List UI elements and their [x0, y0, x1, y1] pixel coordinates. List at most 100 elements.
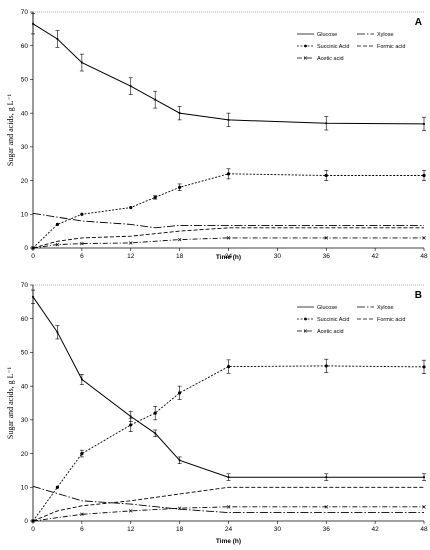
y-tick-label: 0 — [24, 518, 28, 525]
series-line — [32, 485, 424, 514]
x-tick-label: 18 — [176, 526, 184, 533]
x-tick-label: 0 — [31, 526, 35, 533]
series-line — [32, 23, 425, 125]
data-point — [178, 391, 182, 395]
data-point — [153, 411, 157, 415]
legend-label: Formic acid — [377, 317, 405, 323]
legend-marker — [304, 44, 307, 48]
data-point — [31, 519, 35, 523]
y-tick-label: 30 — [21, 417, 29, 424]
data-point — [129, 415, 132, 418]
data-point — [177, 506, 182, 510]
data-point — [423, 476, 425, 479]
data-point — [324, 173, 328, 178]
x-axis-label: Time (h) — [216, 538, 241, 545]
y-tick-label: 50 — [21, 77, 29, 84]
x-tick-label: 48 — [420, 526, 428, 533]
series-line — [32, 296, 424, 478]
data-point — [422, 173, 426, 178]
data-point — [177, 237, 182, 242]
data-point — [80, 212, 84, 216]
chart-panel-a: 0 10 20 30 40 50 60 70 0 6 12 18 24 30 36 42 48 Time (h) S… — [6, 9, 428, 261]
y-axis-label: Sugar and acids, g L⁻¹ — [6, 366, 15, 439]
x-tick-label: 18 — [176, 253, 184, 260]
data-point — [423, 123, 425, 125]
chart-panel-b: 0 10 20 30 40 50 60 70 0 6 12 18 24 30 36 42 48 Time (h) S… — [6, 282, 428, 545]
data-point — [154, 98, 157, 101]
x-tick-label: 30 — [274, 526, 282, 533]
data-point — [56, 38, 59, 40]
data-point — [129, 509, 133, 513]
data-point — [129, 205, 133, 210]
x-axis-label: Time (h) — [216, 254, 241, 261]
x-tick-label: 24 — [225, 253, 233, 260]
data-point — [325, 476, 328, 479]
y-tick-label: 0 — [24, 245, 28, 252]
legend-marker — [303, 56, 308, 60]
legend-label: Acetic acid — [317, 56, 344, 62]
legend-label: Xylose — [377, 32, 394, 38]
data-point — [178, 459, 181, 462]
data-point — [129, 85, 132, 88]
y-tick-label: 60 — [21, 43, 29, 50]
series-line — [32, 173, 424, 249]
data-point — [226, 364, 231, 369]
data-point — [324, 364, 328, 368]
data-point — [226, 236, 231, 240]
data-point — [31, 246, 35, 250]
x-tick-label: 30 — [274, 253, 282, 260]
y-tick-label: 20 — [21, 178, 29, 185]
series-glucose — [31, 13, 426, 131]
series-line — [32, 365, 425, 522]
x-tick-label: 48 — [420, 253, 428, 260]
panel-label: B — [415, 290, 422, 301]
y-tick-label: 10 — [21, 211, 29, 218]
legend-marker — [304, 317, 307, 321]
legend-label: Succinic Acid — [317, 317, 349, 323]
y-tick-label: 70 — [21, 282, 29, 289]
y-tick-label: 50 — [21, 350, 29, 357]
y-tick-label: 70 — [21, 9, 29, 16]
data-point — [56, 331, 59, 334]
legend-marker — [303, 329, 308, 333]
series-acetic-acid — [31, 236, 426, 250]
series-xylose — [32, 485, 424, 514]
data-point — [32, 22, 34, 25]
y-tick-label: 40 — [21, 110, 29, 117]
x-tick-label: 24 — [225, 526, 233, 533]
x-tick-label: 12 — [127, 526, 135, 533]
data-point — [80, 512, 84, 517]
data-point — [324, 236, 328, 240]
legend-label: Acetic acid — [317, 329, 344, 335]
data-point — [32, 295, 34, 298]
x-tick-label: 36 — [323, 253, 331, 260]
y-tick-label: 20 — [21, 451, 29, 458]
series-acetic-acid — [31, 505, 426, 523]
data-point — [80, 241, 84, 246]
data-point — [154, 432, 157, 435]
series-succinic-acid — [31, 168, 426, 250]
y-tick-label: 60 — [21, 316, 29, 323]
data-point — [55, 485, 60, 489]
legend-label: Xylose — [377, 305, 394, 311]
series-line — [32, 486, 424, 522]
y-tick-label: 10 — [21, 484, 29, 491]
data-point — [129, 423, 133, 427]
data-point — [325, 122, 328, 125]
series-formic-acid — [32, 486, 424, 522]
series-line — [32, 237, 424, 249]
data-point — [422, 236, 426, 240]
series-line — [32, 506, 424, 522]
series-formic-acid — [32, 227, 424, 249]
data-point — [80, 61, 83, 64]
series-xylose — [32, 212, 424, 229]
data-point — [153, 195, 157, 200]
x-tick-label: 0 — [31, 253, 35, 260]
legend-label: Formic acid — [377, 44, 405, 50]
data-point — [129, 241, 133, 245]
series-succinic-acid — [31, 358, 426, 523]
x-tick-label: 6 — [80, 526, 84, 533]
y-tick-label: 40 — [21, 383, 29, 390]
data-point — [178, 185, 182, 189]
y-axis-label: Sugar and acids, g L⁻¹ — [6, 93, 15, 166]
